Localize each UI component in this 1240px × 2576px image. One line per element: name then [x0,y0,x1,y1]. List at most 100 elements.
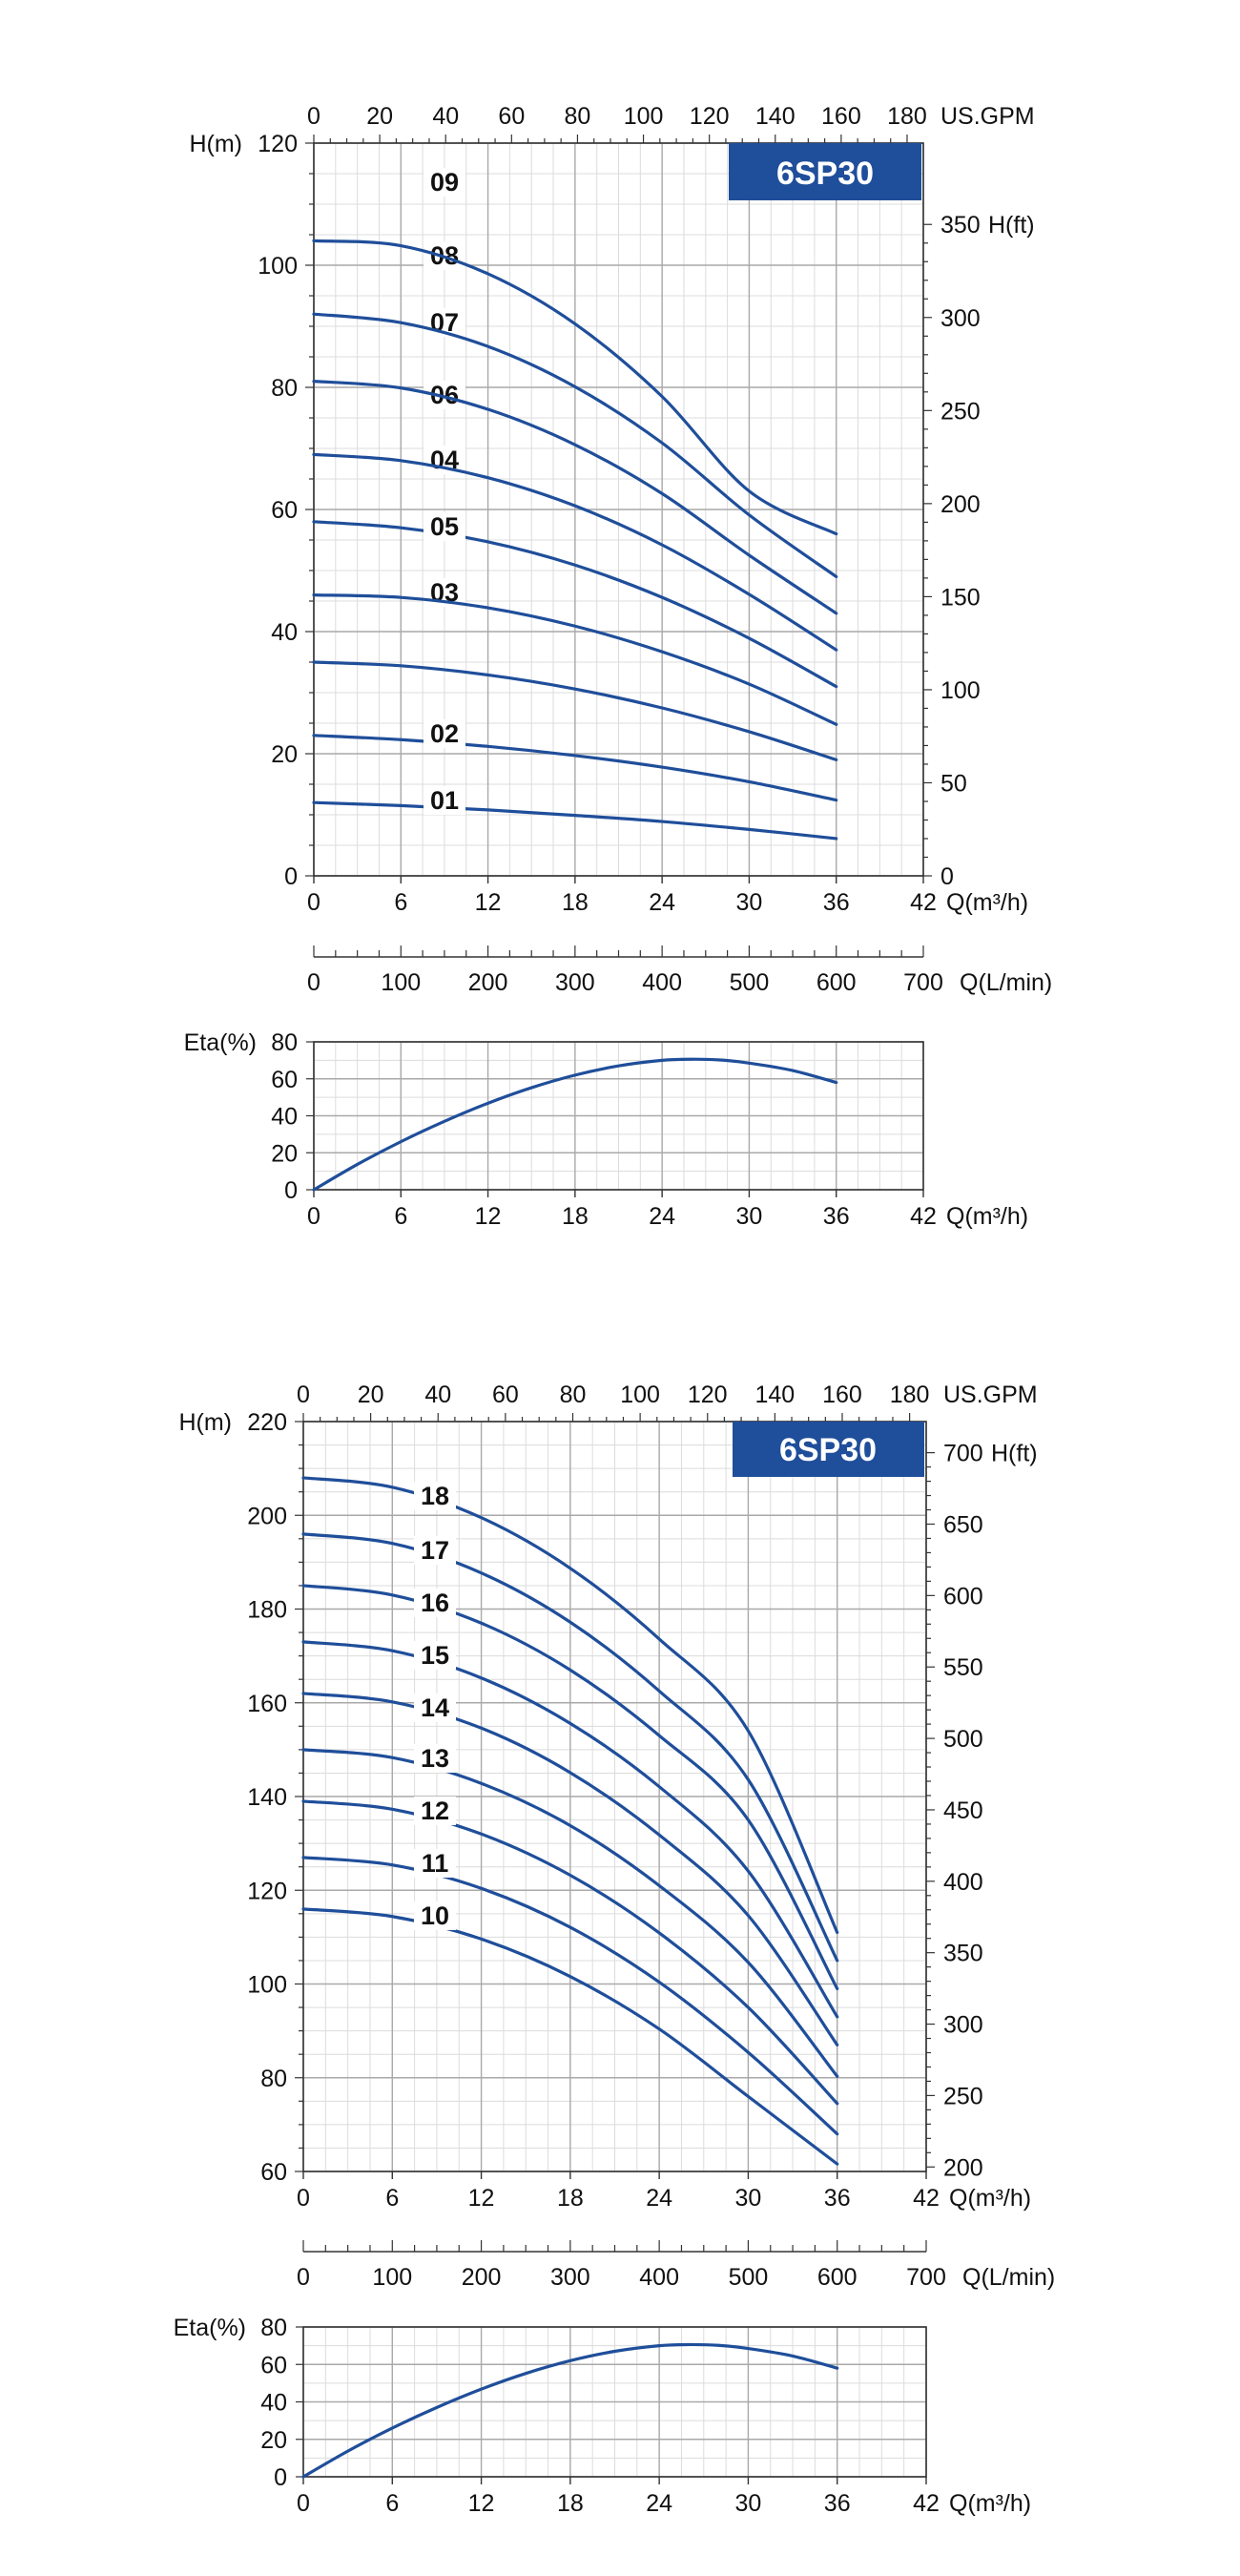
right-tick-label: 400 [943,1869,983,1896]
x-tick-label: 18 [562,1203,589,1230]
x-tick-label: 6 [385,2185,399,2212]
x-tick-label: 36 [824,2490,851,2517]
lmin-tick-label: 0 [297,2264,310,2291]
lmin-tick-label: 100 [372,2264,412,2291]
head-curve-09 [312,239,838,536]
top-tick-label: 80 [560,1381,587,1408]
model-title: 6SP30 [779,1432,877,1468]
right-tick-label: 650 [943,1511,983,1538]
top-tick-label: 0 [297,1381,310,1408]
y-tick-label: 20 [271,741,298,768]
right-tick-label: 150 [940,584,981,611]
head-curve-18 [301,1476,839,1935]
y-tick-label: 220 [247,1409,287,1436]
curve-label-bg [424,512,465,541]
x-tick-label: 0 [297,2490,310,2517]
y-tick-label: 60 [260,2352,287,2379]
right-axis-label: H(ft) [991,1441,1038,1467]
right-tick-label: 250 [943,2083,983,2109]
right-tick-label: 200 [943,2154,983,2181]
x-tick-label: 6 [394,889,407,916]
lmin-tick-label: 100 [381,969,421,996]
y-tick-label: 0 [274,2464,287,2491]
head-curve-05 [312,520,838,689]
curve-label-bg [414,1849,456,1878]
x-tick-label: 42 [910,889,937,916]
x-tick-label: 42 [910,1203,937,1230]
curve-label-10: 10 [421,1901,449,1930]
x-tick-label: 36 [824,2185,851,2212]
curve-label-bg [414,1693,456,1722]
x-tick-label: 6 [394,1203,407,1230]
curve-label-bg [414,1901,456,1930]
efficiency-chart-2: 0 6 12 18 24 30 36 42 Q(m³/h) 0 20 40 60 80 Eta(%) [184,1029,1029,1230]
head-curve-13 [301,1748,839,2078]
head-curve-10 [301,1907,839,2166]
x-tick-label: 30 [735,2185,762,2212]
x-tick-label: 42 [913,2185,940,2212]
top-tick-label: 60 [498,103,525,130]
y-tick-label: 40 [260,2390,287,2417]
top-tick-label: 40 [424,1381,451,1408]
head-curve-04 [312,593,838,726]
y-tick-label: 20 [260,2427,287,2454]
x-tick-label: 12 [475,1203,502,1230]
right-tick-label: 50 [940,770,967,797]
lmin-tick-label: 600 [816,969,857,996]
x-tick-label: 24 [649,889,675,916]
right-tick-label: 550 [943,1654,983,1681]
curve-label-15: 15 [421,1641,449,1670]
x-tick-label: 18 [557,2490,584,2517]
curve-label-bg [414,1744,456,1773]
x-tick-label: 0 [297,2185,310,2212]
pump-head-chart-a: 0 6 12 18 24 30 36 42 Q(m³/h)020406080100120H(m)… [189,103,1034,916]
curve-label-05: 05 [430,512,459,541]
x-tick-label: 0 [307,889,320,916]
lmin-tick-label: 200 [462,2264,502,2291]
pump-head-chart-b: 0 6 12 18 24 30 36 42 Q(m³/h)6080100120140160180… [178,1381,1037,2212]
efficiency-curve [301,2342,839,2479]
y-tick-label: 60 [260,2159,287,2186]
y-tick-label: 80 [271,375,298,402]
x-tick-label: 30 [735,2490,762,2517]
y-tick-label: 100 [247,1972,287,1999]
x-axis-label: Q(m³/h) [946,889,1028,916]
head-curve-07 [312,380,838,615]
x-tick-label: 36 [823,1203,850,1230]
curve-label-17: 17 [421,1536,449,1565]
lmin-tick-label: 400 [639,2264,679,2291]
top-tick-label: 0 [307,103,320,130]
top-tick-label: 160 [821,103,861,130]
x-tick-label: 12 [468,2185,495,2212]
x-tick-label: 24 [649,1203,675,1230]
right-tick-label: 700 [943,1441,983,1467]
x-axis-label: Q(m³/h) [949,2490,1031,2517]
curve-label-01: 01 [430,786,459,815]
top-tick-label: 160 [822,1381,862,1408]
x-tick-label: 12 [475,889,502,916]
right-tick-label: 500 [943,1726,983,1753]
top-tick-label: 180 [890,1381,930,1408]
curve-label-bg [414,1589,456,1617]
head-curve-14 [301,1692,839,2046]
head-curve-16 [301,1584,839,1991]
top-tick-label: 100 [620,1381,660,1408]
y-tick-label: 100 [258,253,298,280]
right-tick-label: 300 [943,2012,983,2039]
y-tick-label: 20 [271,1140,298,1167]
curve-label-bg [424,719,465,748]
top-tick-label: 180 [887,103,927,130]
curve-label-16: 16 [421,1589,449,1617]
x-tick-label: 12 [468,2490,495,2517]
top-tick-label: 120 [690,103,730,130]
right-tick-label: 250 [940,398,981,425]
curve-label-18: 18 [421,1482,449,1510]
y-tick-label: 0 [284,863,298,890]
x-tick-label: 18 [557,2185,584,2212]
x-tick-label: 0 [307,1203,320,1230]
curve-label-14: 14 [421,1693,449,1722]
y-tick-label: 180 [247,1597,287,1624]
right-tick-label: 200 [940,491,981,518]
right-tick-label: 100 [940,677,981,704]
head-curve-08 [312,312,838,578]
